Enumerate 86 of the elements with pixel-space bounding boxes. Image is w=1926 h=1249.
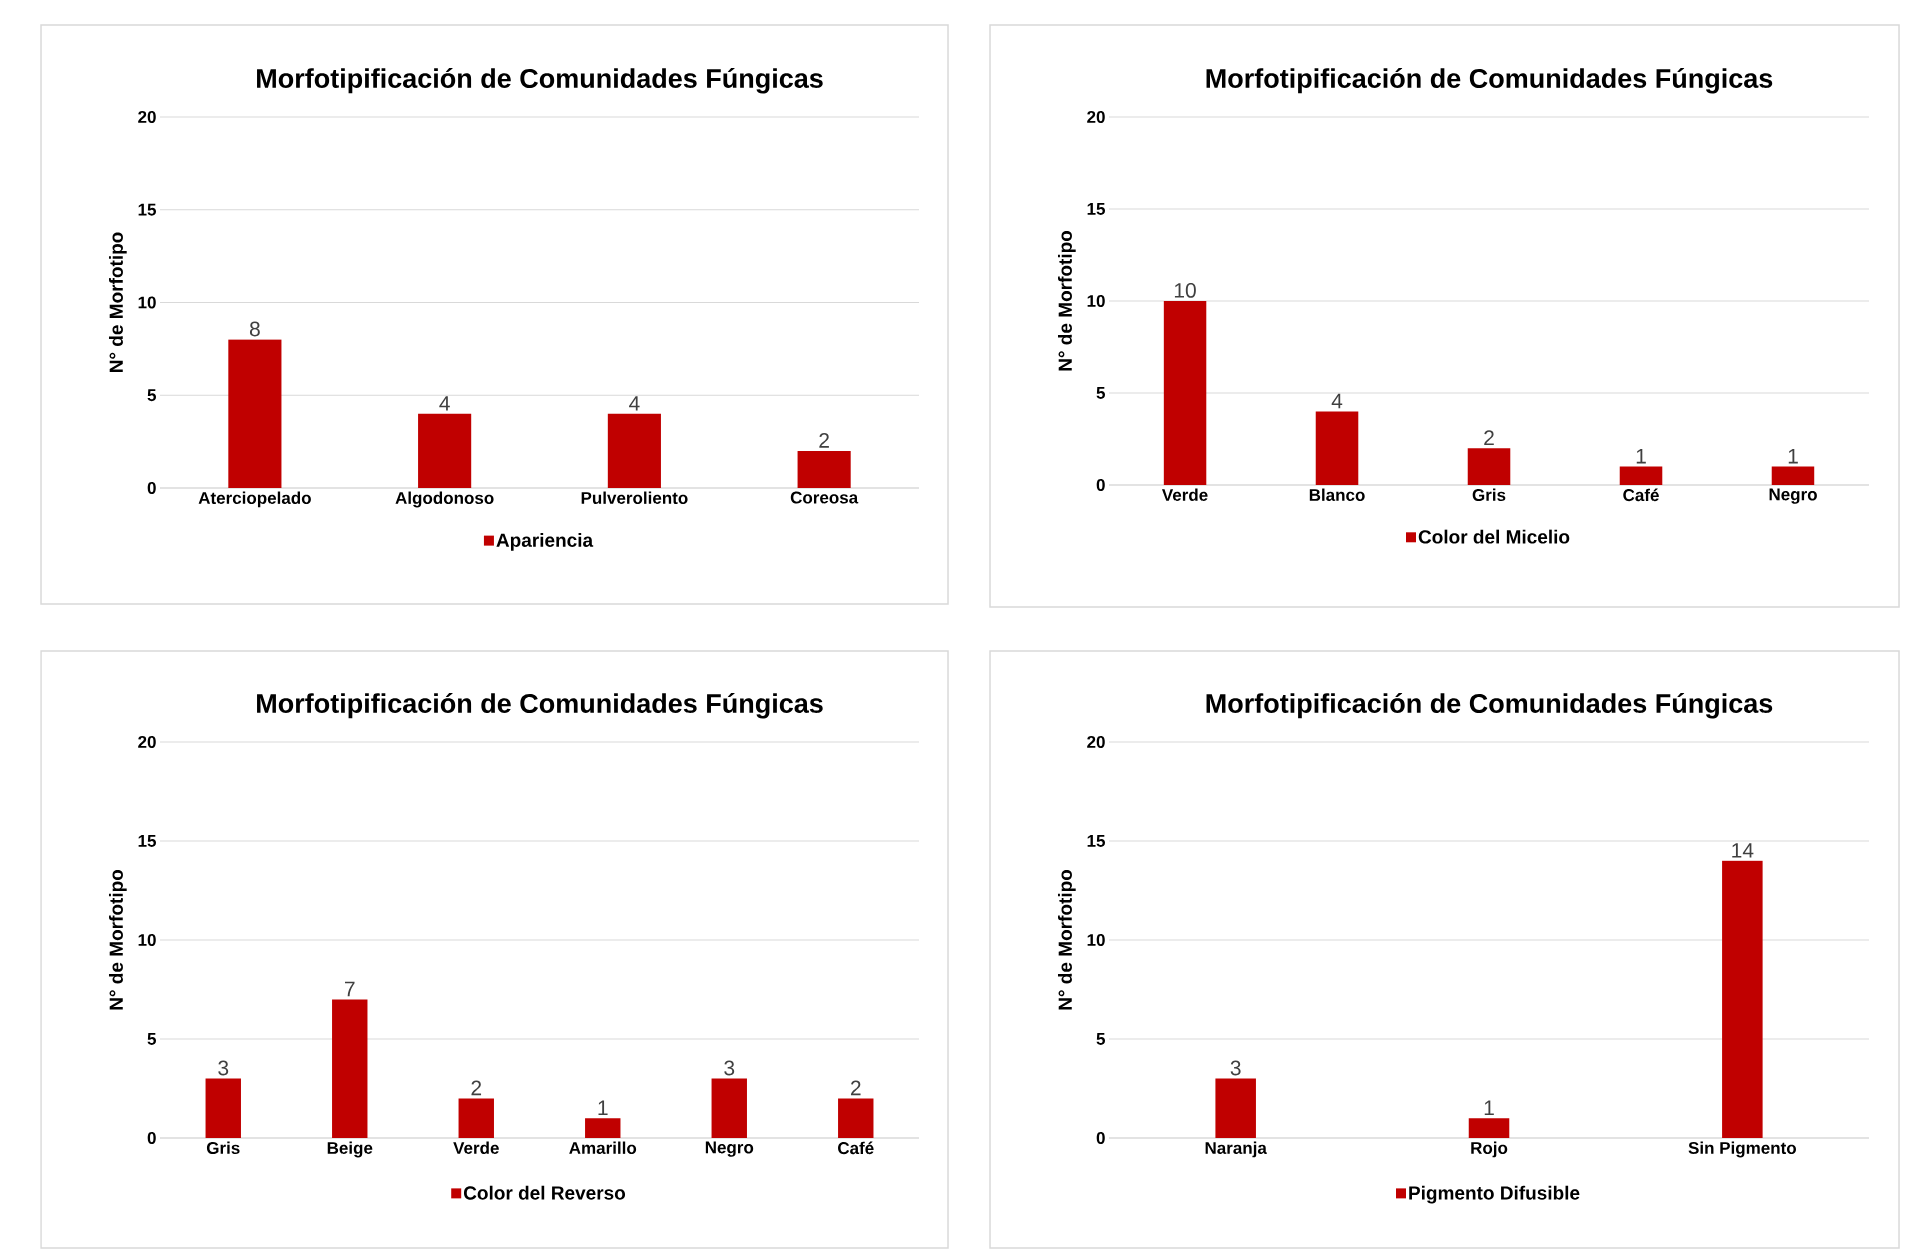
y-tick-label: 20 — [138, 735, 156, 749]
y-tick-label: 10 — [138, 933, 156, 947]
data-label: 10 — [1174, 282, 1196, 298]
y-tick-label: 5 — [1096, 1033, 1106, 1045]
x-tick-label: Negro — [705, 1141, 754, 1157]
y-axis-title: N° de Morfotipo — [108, 232, 127, 373]
y-tick-label: 10 — [1087, 933, 1105, 947]
bar — [797, 450, 851, 488]
x-tick-label: Verde — [1161, 488, 1208, 502]
x-tick-label: Aterciopelado — [198, 491, 311, 508]
legend-label: Color del Micelio — [1418, 529, 1570, 544]
x-tick-label: Naranja — [1205, 1141, 1267, 1158]
x-tick-label: Negro — [1769, 488, 1817, 504]
legend-label: Pigmento Difusible — [1409, 1185, 1580, 1204]
x-tick-label: Pulveroliento — [581, 491, 688, 505]
x-tick-label: Coreosa — [790, 491, 859, 504]
data-label: 2 — [1484, 430, 1494, 445]
chart-title: Morfotipificación de Comunidades Fúngicas — [1206, 692, 1773, 719]
data-label: 2 — [471, 1080, 482, 1096]
bar — [607, 413, 661, 488]
x-tick-label: Rojo — [1471, 1141, 1508, 1158]
bar — [228, 339, 282, 488]
data-label: 4 — [1331, 393, 1343, 409]
chart-title: Morfotipificación de Comunidades Fúngicas — [257, 692, 823, 719]
y-axis-title: N° de Morfotipo — [1057, 230, 1076, 371]
bar — [1771, 466, 1815, 485]
data-label: 3 — [218, 1060, 229, 1076]
x-tick-label: Algodonoso — [395, 491, 494, 508]
y-tick-label: 5 — [1096, 387, 1106, 399]
data-label: 8 — [249, 321, 260, 337]
bar — [1467, 448, 1511, 485]
x-tick-label: Blanco — [1309, 488, 1365, 502]
y-tick-label: 10 — [1087, 294, 1105, 308]
bar — [585, 1118, 621, 1138]
data-label: 3 — [724, 1060, 735, 1076]
bar — [332, 999, 368, 1138]
legend-label: Apariencia — [496, 532, 594, 551]
chart-title: Morfotipificación de Comunidades Fúngicas — [257, 67, 823, 94]
bar — [418, 413, 472, 488]
legend-label: Color del Reverso — [463, 1185, 626, 1200]
x-tick-label: Beige — [327, 1141, 373, 1158]
y-tick-label: 0 — [1096, 478, 1105, 492]
y-tick-label: 15 — [1087, 203, 1106, 215]
y-axis-title: N° de Morfotipo — [108, 869, 127, 1010]
y-tick-label: 20 — [1087, 110, 1105, 124]
data-label: 1 — [1788, 448, 1798, 464]
bar — [838, 1098, 874, 1138]
bar — [1722, 860, 1763, 1138]
data-label: 7 — [345, 981, 355, 997]
y-tick-label: 10 — [138, 296, 156, 309]
data-label: 14 — [1732, 843, 1754, 858]
data-label: 1 — [598, 1100, 608, 1115]
x-tick-label: Café — [838, 1141, 874, 1155]
chart-title: Morfotipificación de Comunidades Fúngicas — [1206, 67, 1773, 94]
y-tick-label: 20 — [138, 110, 156, 124]
y-axis-title: N° de Morfotipo — [1057, 869, 1076, 1010]
bar — [711, 1078, 747, 1138]
y-tick-label: 15 — [1087, 835, 1106, 847]
bar — [1468, 1118, 1510, 1138]
y-tick-label: 5 — [147, 1033, 157, 1045]
bar — [458, 1098, 494, 1138]
x-tick-label: Café — [1623, 488, 1659, 502]
y-tick-label: 5 — [147, 389, 157, 402]
x-tick-label: Verde — [453, 1141, 499, 1155]
bar — [1619, 466, 1663, 485]
y-tick-label: 0 — [147, 481, 156, 495]
bar — [1315, 411, 1359, 485]
bar — [1215, 1078, 1256, 1138]
y-tick-label: 20 — [1087, 735, 1105, 749]
x-tick-label: Gris — [206, 1141, 240, 1155]
data-label: 2 — [850, 1080, 861, 1096]
data-label: 1 — [1484, 1100, 1494, 1115]
y-tick-label: 0 — [147, 1131, 156, 1145]
y-tick-label: 15 — [138, 203, 157, 216]
data-label: 3 — [1230, 1060, 1241, 1076]
y-tick-label: 15 — [138, 835, 157, 847]
bar — [205, 1078, 241, 1138]
data-label: 2 — [819, 433, 829, 448]
x-tick-label: Amarillo — [569, 1141, 637, 1155]
data-label: 1 — [1636, 448, 1646, 464]
bar — [1163, 300, 1207, 485]
x-tick-label: Gris — [1472, 488, 1506, 502]
y-tick-label: 0 — [1096, 1131, 1105, 1145]
x-tick-label: Sin Pigmento — [1688, 1141, 1796, 1158]
data-label: 4 — [439, 396, 450, 411]
data-label: 4 — [629, 396, 640, 411]
